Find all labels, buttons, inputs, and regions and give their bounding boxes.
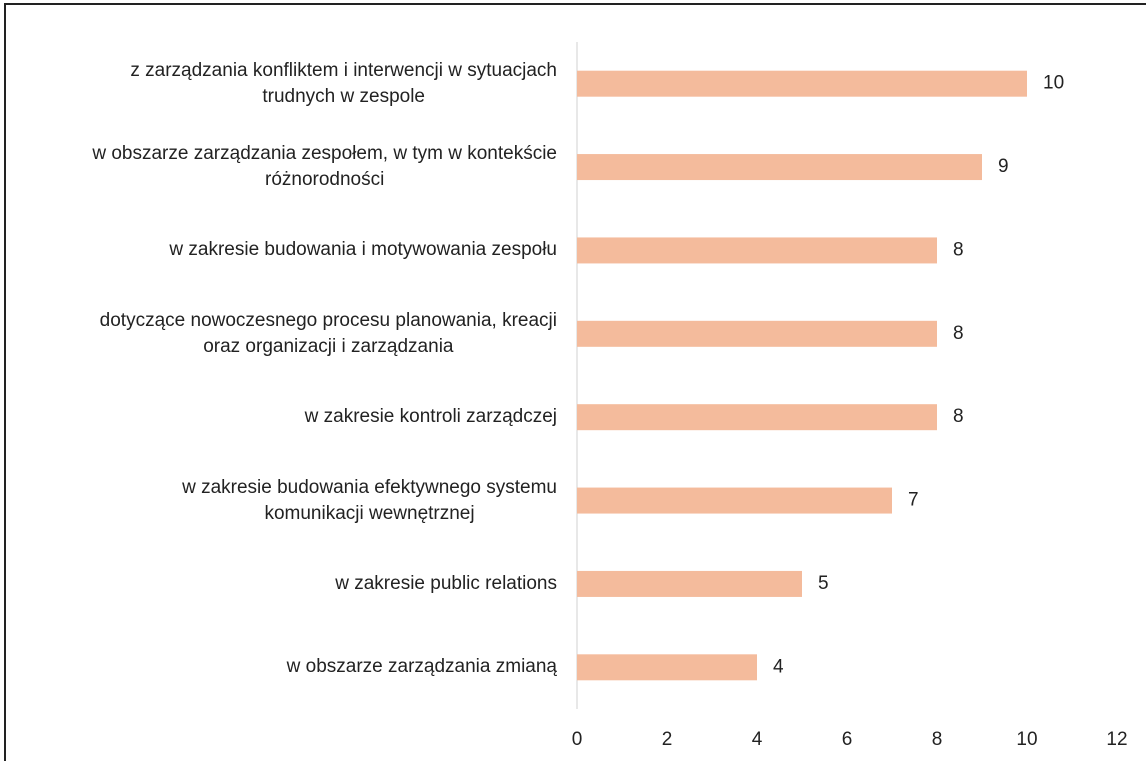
y-tick-label: w zakresie public relations: [335, 572, 557, 594]
value-label: 8: [953, 239, 964, 260]
value-label: 4: [773, 656, 784, 677]
frame: [4, 3, 1146, 761]
x-tick-label: 6: [842, 729, 853, 750]
bar: [577, 570, 802, 597]
bar: [577, 404, 937, 431]
y-tick-label: w obszarze zarządzania zmianą: [286, 656, 557, 678]
value-label: 5: [818, 573, 829, 594]
y-tick-label: dotyczące nowoczesnego procesu planowani…: [99, 309, 557, 357]
value-label: 8: [953, 406, 964, 427]
bar: [577, 654, 757, 681]
bar: [577, 237, 937, 264]
x-tick-label: 10: [1016, 729, 1037, 750]
y-tick-label: w zakresie budowania i motywowania zespo…: [169, 239, 557, 261]
y-tick-label: w zakresie budowania efektywnego systemu…: [182, 476, 557, 524]
x-tick-label: 2: [662, 729, 673, 750]
value-label: 7: [908, 490, 919, 511]
y-tick-label: z zarządzania konfliktem i interwencji w…: [130, 59, 557, 107]
bar: [577, 487, 892, 514]
value-label: 9: [998, 156, 1009, 177]
bar: [577, 154, 982, 181]
x-tick-label: 0: [572, 729, 583, 750]
bar: [577, 320, 937, 347]
value-label: 8: [953, 323, 964, 344]
y-tick-label: w obszarze zarządzania zespołem, w tym w…: [92, 143, 557, 191]
x-tick-label: 4: [752, 729, 763, 750]
bar: [577, 70, 1027, 97]
x-tick-label: 8: [932, 729, 943, 750]
value-label: 10: [1043, 73, 1064, 94]
y-tick-label: w zakresie kontroli zarządczej: [304, 406, 557, 428]
x-tick-label: 12: [1106, 729, 1127, 750]
